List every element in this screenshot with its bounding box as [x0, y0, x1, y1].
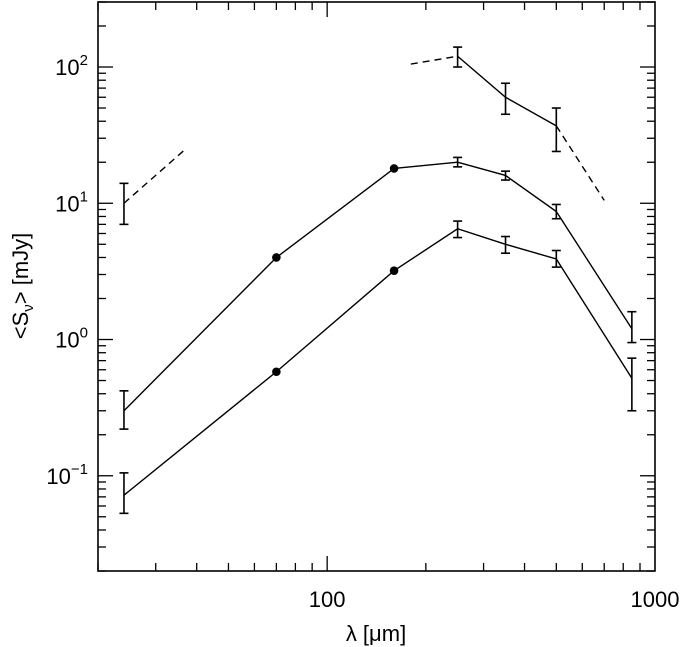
error-bar: [453, 220, 463, 239]
error-bar: [119, 390, 129, 430]
error-bar: [119, 472, 129, 515]
x-tick-label: 100: [309, 587, 346, 612]
y-tick-label: 100: [55, 325, 88, 353]
data-point: [389, 164, 399, 173]
y-tick-label: 102: [55, 52, 88, 80]
error-bar: [551, 107, 561, 153]
y-tick-label: 101: [55, 188, 88, 216]
series-line-6: [555, 125, 605, 201]
data-point: [389, 266, 399, 275]
error-bar: [453, 156, 463, 168]
error-bar: [627, 310, 637, 344]
series-line-3: [457, 55, 557, 127]
data-point: [272, 367, 281, 377]
y-axis-title: <Sν> [mJy]: [8, 233, 37, 340]
error-bar: [119, 182, 129, 226]
error-bar: [501, 235, 511, 255]
error-bar: [551, 249, 561, 268]
x-tick-label: 1000: [631, 587, 680, 612]
x-axis-title: λ [μm]: [346, 621, 406, 646]
axis-ticks: [97, 1, 655, 572]
series-line-5: [410, 55, 458, 65]
error-bar: [453, 46, 463, 68]
error-bar: [551, 203, 561, 220]
series-line-4: [123, 148, 187, 204]
y-tick-label: 10−1: [46, 461, 88, 489]
series-line-1: [123, 161, 633, 412]
data-point: [272, 253, 281, 262]
error-bar: [501, 82, 511, 116]
series-line-2: [123, 227, 633, 496]
error-bar: [627, 357, 637, 412]
data-series: [119, 46, 637, 515]
error-bar: [501, 170, 511, 181]
tick-labels: 100 1000 10−1 100 101 102: [46, 52, 679, 612]
plot-frame: [97, 1, 656, 572]
